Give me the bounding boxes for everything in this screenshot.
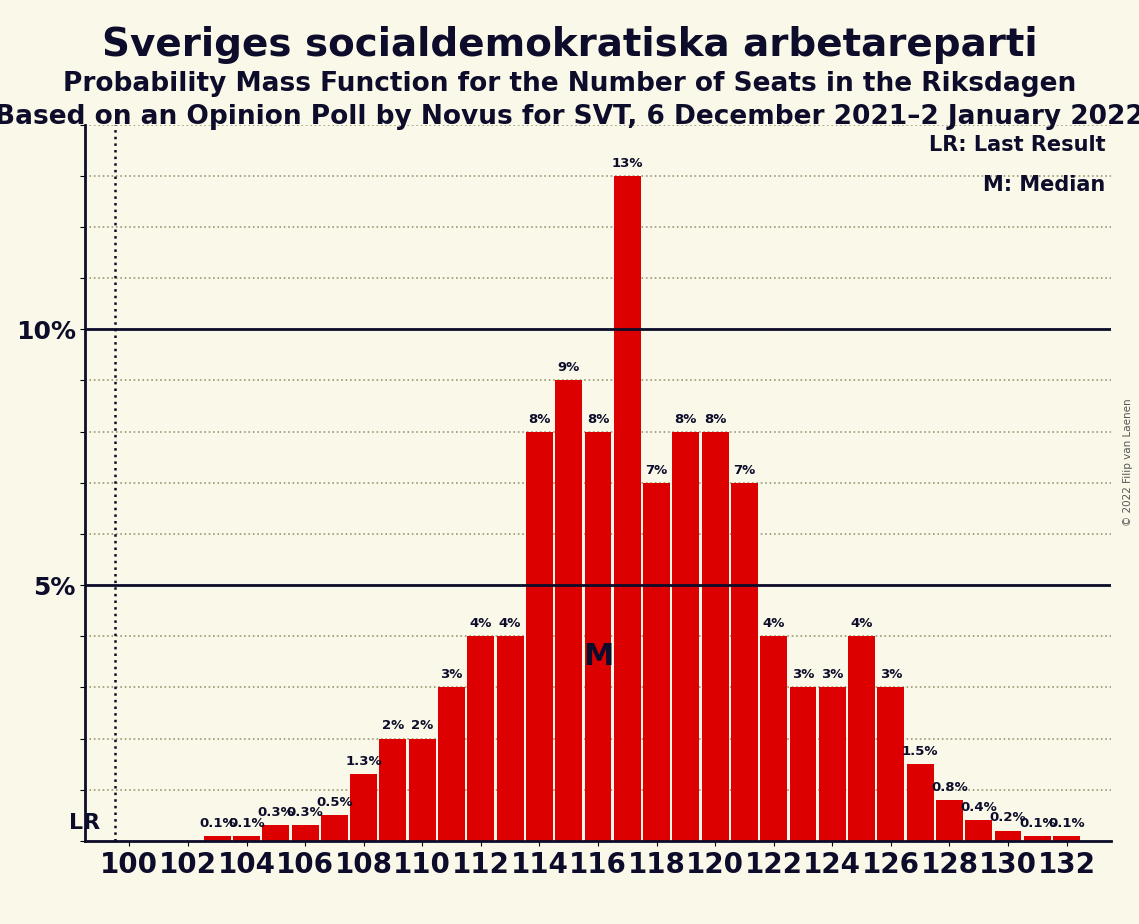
- Text: 0.1%: 0.1%: [1019, 817, 1056, 830]
- Bar: [760, 637, 787, 841]
- Bar: [877, 687, 904, 841]
- Text: 8%: 8%: [528, 412, 550, 425]
- Bar: [672, 432, 699, 841]
- Text: 4%: 4%: [762, 617, 785, 630]
- Bar: [819, 687, 846, 841]
- Text: 2%: 2%: [411, 720, 433, 733]
- Text: 8%: 8%: [587, 412, 609, 425]
- Bar: [965, 821, 992, 841]
- Text: 8%: 8%: [674, 412, 697, 425]
- Text: 0.1%: 0.1%: [228, 817, 265, 830]
- Text: 9%: 9%: [558, 361, 580, 374]
- Bar: [379, 738, 407, 841]
- Text: 0.1%: 0.1%: [199, 817, 236, 830]
- Bar: [497, 637, 524, 841]
- Text: 2%: 2%: [382, 720, 404, 733]
- Text: 0.2%: 0.2%: [990, 811, 1026, 824]
- Text: © 2022 Filip van Laenen: © 2022 Filip van Laenen: [1123, 398, 1132, 526]
- Text: 4%: 4%: [469, 617, 492, 630]
- Bar: [936, 800, 962, 841]
- Text: 1.3%: 1.3%: [345, 755, 382, 768]
- Bar: [644, 482, 670, 841]
- Bar: [555, 381, 582, 841]
- Text: 0.1%: 0.1%: [1048, 817, 1085, 830]
- Bar: [789, 687, 817, 841]
- Bar: [233, 835, 260, 841]
- Bar: [614, 176, 641, 841]
- Bar: [526, 432, 552, 841]
- Bar: [994, 831, 1022, 841]
- Text: 1.5%: 1.5%: [902, 745, 939, 758]
- Bar: [292, 825, 319, 841]
- Bar: [350, 774, 377, 841]
- Bar: [262, 825, 289, 841]
- Bar: [731, 482, 757, 841]
- Text: Based on an Opinion Poll by Novus for SVT, 6 December 2021–2 January 2022: Based on an Opinion Poll by Novus for SV…: [0, 104, 1139, 130]
- Text: 0.3%: 0.3%: [287, 807, 323, 820]
- Bar: [467, 637, 494, 841]
- Text: 3%: 3%: [441, 668, 462, 681]
- Text: 0.5%: 0.5%: [316, 796, 353, 809]
- Text: 4%: 4%: [851, 617, 872, 630]
- Text: M: M: [583, 642, 613, 671]
- Bar: [1054, 835, 1080, 841]
- Text: 0.4%: 0.4%: [960, 801, 997, 814]
- Bar: [584, 432, 612, 841]
- Text: 4%: 4%: [499, 617, 522, 630]
- Text: Sveriges socialdemokratiska arbetareparti: Sveriges socialdemokratiska arbetarepart…: [101, 26, 1038, 64]
- Text: 7%: 7%: [646, 464, 667, 477]
- Text: LR: Last Result: LR: Last Result: [928, 136, 1105, 155]
- Bar: [204, 835, 231, 841]
- Bar: [702, 432, 729, 841]
- Text: Probability Mass Function for the Number of Seats in the Riksdagen: Probability Mass Function for the Number…: [63, 71, 1076, 97]
- Bar: [409, 738, 436, 841]
- Bar: [849, 637, 875, 841]
- Text: LR: LR: [69, 813, 100, 833]
- Text: 3%: 3%: [792, 668, 814, 681]
- Text: 13%: 13%: [612, 157, 644, 170]
- Text: 0.3%: 0.3%: [257, 807, 294, 820]
- Bar: [1024, 835, 1051, 841]
- Text: M: Median: M: Median: [983, 175, 1105, 195]
- Text: 3%: 3%: [879, 668, 902, 681]
- Bar: [439, 687, 465, 841]
- Text: 7%: 7%: [734, 464, 755, 477]
- Text: 0.8%: 0.8%: [931, 781, 968, 794]
- Bar: [907, 764, 934, 841]
- Text: 8%: 8%: [704, 412, 727, 425]
- Text: 3%: 3%: [821, 668, 844, 681]
- Bar: [321, 815, 347, 841]
